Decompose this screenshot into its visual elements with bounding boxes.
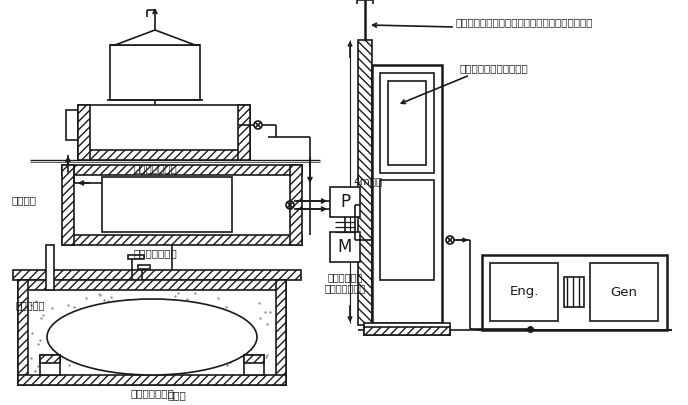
Bar bbox=[388, 81, 426, 165]
Text: 乾燥砂: 乾燥砂 bbox=[167, 390, 186, 400]
Text: （屋外タンク）: （屋外タンク） bbox=[133, 163, 177, 173]
Bar bbox=[330, 187, 360, 217]
Polygon shape bbox=[110, 30, 200, 45]
Bar bbox=[380, 73, 434, 173]
Bar bbox=[46, 245, 54, 290]
Text: Eng.: Eng. bbox=[509, 286, 539, 298]
Bar bbox=[364, 327, 450, 335]
Text: M: M bbox=[338, 238, 352, 256]
Bar bbox=[358, 40, 372, 325]
Bar bbox=[78, 105, 90, 160]
Bar bbox=[18, 280, 286, 290]
Bar bbox=[244, 355, 264, 363]
Bar bbox=[290, 165, 302, 245]
Bar bbox=[330, 232, 360, 262]
Text: （屋内タンク）: （屋内タンク） bbox=[133, 248, 177, 258]
Bar bbox=[13, 270, 301, 280]
Bar bbox=[364, 323, 450, 335]
Text: 通気管（小量危険物未満は屋内立上げでもよい）: 通気管（小量危険物未満は屋内立上げでもよい） bbox=[455, 17, 592, 27]
Bar bbox=[62, 165, 74, 245]
Bar bbox=[78, 150, 250, 160]
Bar bbox=[372, 65, 442, 323]
Text: （地下タンク）: （地下タンク） bbox=[130, 388, 174, 398]
Bar bbox=[40, 355, 60, 363]
Text: 空気抜管: 空気抜管 bbox=[12, 195, 37, 205]
Bar bbox=[102, 177, 232, 232]
Text: 漏浅検査管: 漏浅検査管 bbox=[16, 300, 45, 310]
Bar bbox=[40, 355, 60, 375]
Bar bbox=[18, 375, 286, 385]
Ellipse shape bbox=[47, 299, 257, 375]
Bar bbox=[66, 110, 78, 140]
Bar bbox=[590, 263, 658, 321]
Bar bbox=[490, 263, 558, 321]
Bar bbox=[128, 255, 144, 259]
Bar bbox=[276, 280, 286, 385]
Bar bbox=[238, 105, 250, 160]
Bar bbox=[482, 255, 667, 330]
Bar bbox=[380, 180, 434, 280]
Bar bbox=[564, 277, 584, 307]
Bar bbox=[138, 265, 150, 269]
Text: 4m以上: 4m以上 bbox=[353, 176, 383, 186]
Bar bbox=[62, 235, 302, 245]
Bar bbox=[62, 165, 302, 175]
Text: 別置燃料（小出）タンク: 別置燃料（小出）タンク bbox=[460, 63, 529, 73]
Bar bbox=[244, 355, 264, 375]
Bar bbox=[18, 280, 286, 385]
Text: P: P bbox=[340, 193, 350, 211]
Text: Gen: Gen bbox=[610, 286, 638, 298]
Bar bbox=[18, 280, 28, 385]
Text: 電動移送又は
ウイングポンプ: 電動移送又は ウイングポンプ bbox=[325, 272, 365, 294]
Bar bbox=[78, 105, 250, 160]
Bar bbox=[110, 45, 200, 100]
